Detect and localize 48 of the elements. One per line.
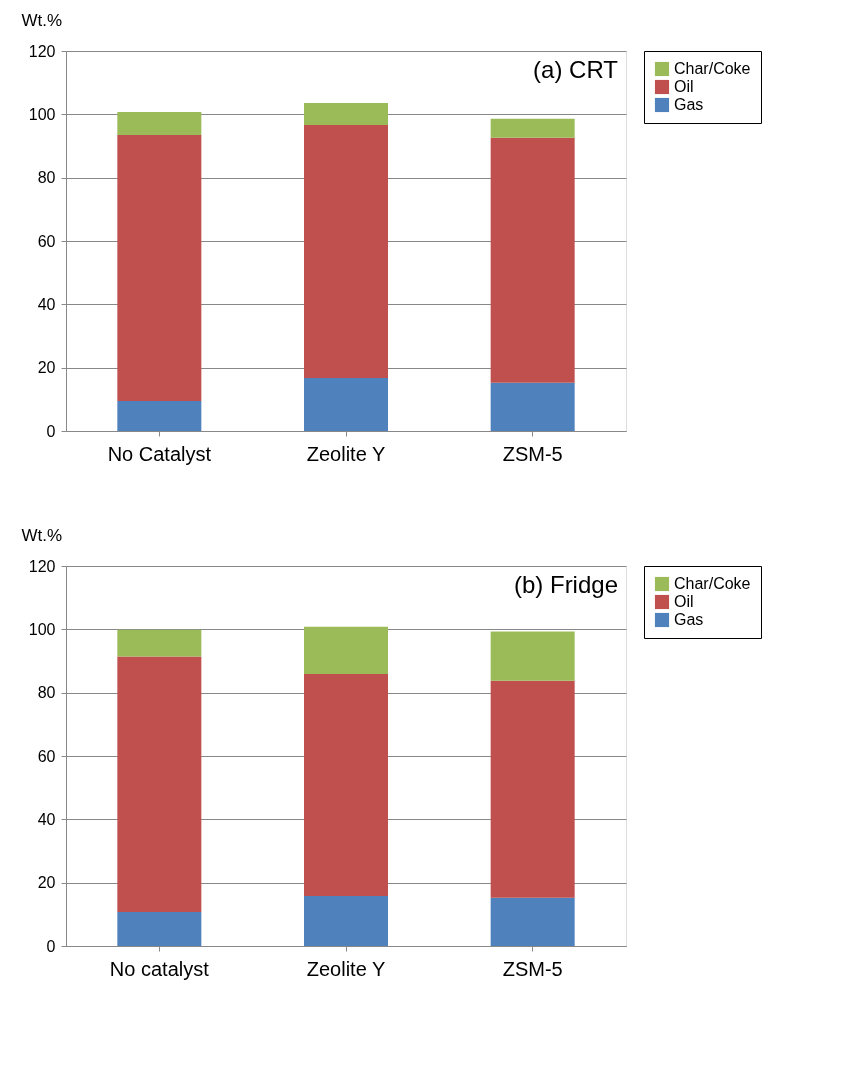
bar (304, 626, 388, 674)
x-tick-label: Zeolite Y (306, 957, 386, 980)
x-tick-label: ZSM-5 (502, 957, 563, 980)
annotation: (a) CRT (533, 56, 619, 83)
y-tick-label: 120 (28, 42, 56, 60)
y-tick-label: 40 (37, 295, 56, 313)
bar (304, 895, 388, 946)
x-tick-label: No catalyst (109, 957, 210, 980)
y-tick-label: 60 (37, 747, 56, 765)
legend-label: Gas (674, 96, 704, 113)
bar (117, 112, 202, 135)
bar (490, 118, 575, 138)
y-tick-label: 20 (37, 359, 56, 377)
legend-label: Oil (674, 593, 694, 610)
y-tick-label: 20 (37, 874, 56, 892)
bar (117, 656, 202, 913)
bar (490, 137, 575, 383)
bar (304, 102, 388, 126)
legend-label: Char/Coke (674, 60, 751, 77)
bar (304, 673, 388, 896)
y-tick-label: 60 (37, 232, 56, 250)
y-tick-label: 80 (37, 169, 56, 187)
bar (117, 912, 202, 946)
annotation: (b) Fridge (513, 571, 618, 598)
bar (490, 897, 575, 946)
y-tick-label: 120 (28, 557, 56, 575)
legend-label: Oil (674, 78, 694, 95)
x-tick-label: Zeolite Y (306, 442, 386, 465)
bar (490, 680, 575, 898)
y-tick-label: 0 (46, 422, 56, 440)
y-tick-label: 80 (37, 684, 56, 702)
x-tick-label: No Catalyst (107, 442, 212, 465)
bar (490, 382, 575, 431)
y-tick-label: 100 (28, 105, 56, 123)
bar (490, 631, 575, 681)
x-tick-label: ZSM-5 (502, 442, 563, 465)
y-tick-label: 0 (46, 937, 56, 955)
legend-label: Char/Coke (674, 575, 751, 592)
bar (117, 629, 202, 657)
bar (304, 378, 388, 431)
legend-label: Gas (674, 611, 704, 628)
y-axis-title: Wt.% (21, 525, 63, 545)
bar (117, 134, 202, 401)
y-tick-label: 100 (28, 620, 56, 638)
bar (304, 125, 388, 379)
bar (117, 400, 202, 431)
y-axis-title: Wt.% (21, 10, 63, 30)
y-tick-label: 40 (37, 810, 56, 828)
